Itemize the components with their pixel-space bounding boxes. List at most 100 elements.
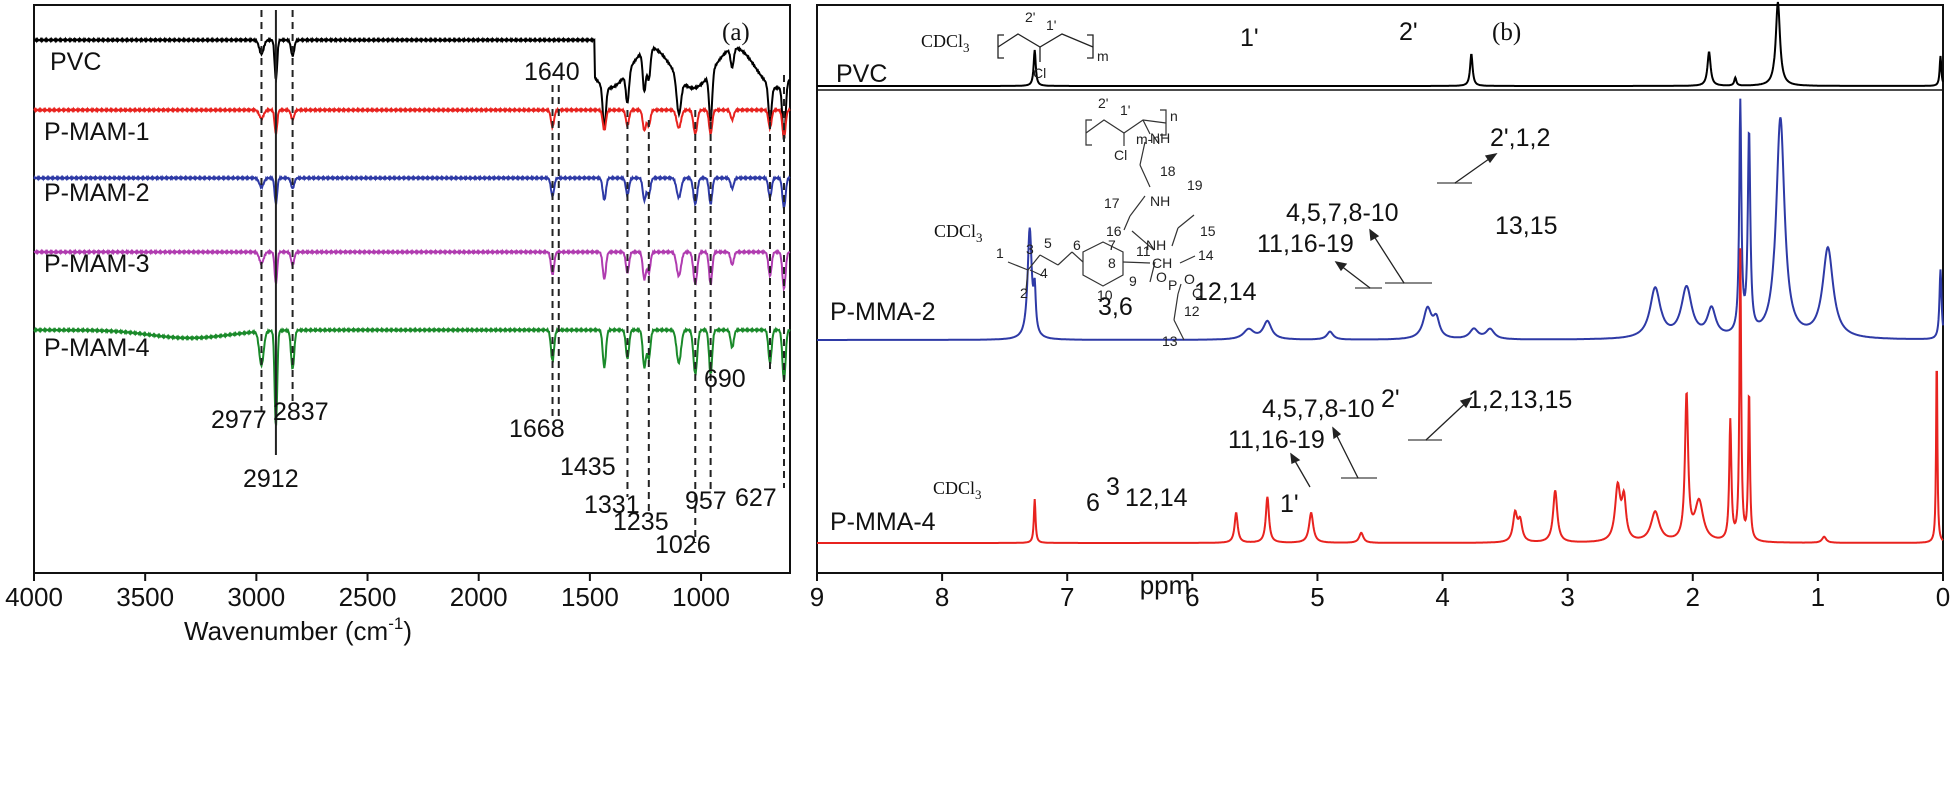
panel-a-peak-guides xyxy=(260,10,785,543)
b-xtick-label-7: 7 xyxy=(1060,582,1074,612)
mma2-struct-2prime: 2' xyxy=(1098,95,1108,111)
a-xtick-label-4000: 4000 xyxy=(5,582,63,612)
mma2-struct-3: 3 xyxy=(1026,241,1034,257)
mma4-peak-12-14: 12,14 xyxy=(1125,484,1188,512)
panel-b-traces xyxy=(817,1,1944,544)
mma2-struct-o-3: O xyxy=(1156,269,1167,285)
pvc-peak-1prime: 1' xyxy=(1240,24,1259,52)
peak-label-2837: 2837 xyxy=(273,398,329,426)
mma2-struct-o-2: O xyxy=(1192,285,1203,301)
x-axis-title-a: Wavenumber (cm-1) xyxy=(184,614,412,646)
mma2-struct-5: 5 xyxy=(1044,235,1052,251)
nmr-trace-pvc xyxy=(817,1,1944,87)
mma2-struct-13: 13 xyxy=(1162,333,1178,349)
a-xtick-label-2500: 2500 xyxy=(339,582,397,612)
mma2-structure xyxy=(1007,109,1196,341)
legend-p-mma-4: P-MMA-4 xyxy=(830,508,936,536)
pvc-structure-cl: Cl xyxy=(1033,65,1046,81)
a-xtick-label-3000: 3000 xyxy=(227,582,285,612)
mma4-peak-11-16-19: 11,16-19 xyxy=(1228,426,1325,454)
mma4-annotation-arrows xyxy=(1290,396,1473,488)
peak-label-1026: 1026 xyxy=(655,531,711,559)
mma2-annotation-arrows xyxy=(1334,153,1498,289)
pvc-structure-m: m xyxy=(1097,48,1109,64)
mma4-peak-6: 6 xyxy=(1086,489,1100,517)
mma4-peak-1prime: 1' xyxy=(1280,490,1299,518)
panel-a-label: (a) xyxy=(722,19,750,46)
mma4-cdcl3-label: CDCl3 xyxy=(933,478,982,502)
peak-label-690: 690 xyxy=(704,365,746,393)
mma4-peak-3: 3 xyxy=(1106,473,1120,501)
nmr-trace-p-mma-4 xyxy=(817,248,1944,544)
panel-b-x-axis: 9 8 7 6 5 4 3 2 1 0 xyxy=(810,573,1950,612)
b-xtick-label-5: 5 xyxy=(1310,582,1324,612)
panel-a-traces xyxy=(33,36,791,426)
mma2-peak-4-5-7-8-10: 4,5,7,8-10 xyxy=(1286,199,1399,227)
mma2-peak-13-15: 13,15 xyxy=(1495,212,1558,240)
a-xtick-label-2000: 2000 xyxy=(450,582,508,612)
a-xtick-label-1500: 1500 xyxy=(561,582,619,612)
peak-label-957: 957 xyxy=(685,487,727,515)
mma4-peak-2prime: 2' xyxy=(1381,385,1400,413)
mma2-struct-17: 17 xyxy=(1104,195,1120,211)
panel-a-frame xyxy=(33,4,791,574)
mma2-annotation-lines xyxy=(1355,182,1472,289)
b-xtick-label-2: 2 xyxy=(1686,582,1700,612)
legend-p-mam-3: P-MAM-3 xyxy=(44,250,150,278)
legend-pvc-b: PVC xyxy=(836,60,887,88)
ftir-trace-pvc xyxy=(33,36,791,140)
mma2-struct-n: n xyxy=(1170,108,1178,124)
mma2-struct-2: 2 xyxy=(1020,285,1028,301)
mma2-struct-m-n: m-n xyxy=(1136,131,1160,147)
b-xtick-label-4: 4 xyxy=(1435,582,1449,612)
mma2-struct-nh-2: NH xyxy=(1150,193,1170,209)
mma2-struct-15: 15 xyxy=(1200,223,1216,239)
mma2-struct-1: 1 xyxy=(996,245,1004,261)
b-xtick-label-8: 8 xyxy=(935,582,949,612)
peak-label-627: 627 xyxy=(735,484,777,512)
peak-label-1640: 1640 xyxy=(524,58,580,86)
mma2-struct-nh-3: NH xyxy=(1146,237,1166,253)
mma2-struct-nh-1: NH xyxy=(1150,130,1170,146)
pvc-structure-1prime: 1' xyxy=(1046,17,1056,33)
mma2-struct-11: 11 xyxy=(1136,243,1151,259)
nmr-trace-p-mma-2 xyxy=(817,98,1944,341)
pvc-structure-2prime: 2' xyxy=(1025,9,1035,25)
mma2-struct-19: 19 xyxy=(1187,177,1203,193)
legend-p-mma-2: P-MMA-2 xyxy=(830,298,936,326)
mma2-struct-9: 9 xyxy=(1129,273,1137,289)
mma4-peak-1-2-13-15: 1,2,13,15 xyxy=(1468,386,1572,414)
legend-pvc-a: PVC xyxy=(50,48,101,76)
peak-label-1668: 1668 xyxy=(509,415,565,443)
b-xtick-label-3: 3 xyxy=(1560,582,1574,612)
peak-label-1435: 1435 xyxy=(560,453,616,481)
b-xtick-label-9: 9 xyxy=(810,582,824,612)
b-xtick-label-0: 0 xyxy=(1936,582,1950,612)
ftir-trace-p-mam-2 xyxy=(33,174,791,209)
mma2-struct-16: 16 xyxy=(1106,223,1122,239)
mma2-struct-14: 14 xyxy=(1198,247,1214,263)
b-xtick-label-6: 6 xyxy=(1185,582,1199,612)
mma2-struct-12: 12 xyxy=(1184,303,1200,319)
x-axis-title-b: ppm xyxy=(1140,570,1191,600)
mma2-struct-4: 4 xyxy=(1040,265,1048,281)
peak-label-2912: 2912 xyxy=(243,465,299,493)
mma4-annotation-lines xyxy=(1341,439,1442,479)
peak-label-1331: 1331 xyxy=(584,491,640,519)
legend-p-mam-2: P-MAM-2 xyxy=(44,179,150,207)
mma2-struct-1prime: 1' xyxy=(1120,102,1130,118)
mma2-peak-3-6: 3,6 xyxy=(1098,293,1133,321)
mma2-peak-12-14: 12,14 xyxy=(1194,278,1257,306)
b-xtick-label-1: 1 xyxy=(1811,582,1825,612)
a-xtick-label-1000: 1000 xyxy=(672,582,730,612)
a-xtick-label-3500: 3500 xyxy=(116,582,174,612)
mma2-struct-10: 10 xyxy=(1097,287,1113,303)
legend-p-mam-4: P-MAM-4 xyxy=(44,334,150,362)
pvc-structure xyxy=(997,33,1094,62)
ftir-trace-p-mam-1 xyxy=(33,106,791,139)
panel-a-x-axis: 4000 3500 3000 2500 2000 1500 1000 xyxy=(5,573,730,612)
mma2-struct-8: 8 xyxy=(1108,255,1116,271)
mma2-struct-p: P xyxy=(1168,277,1177,293)
